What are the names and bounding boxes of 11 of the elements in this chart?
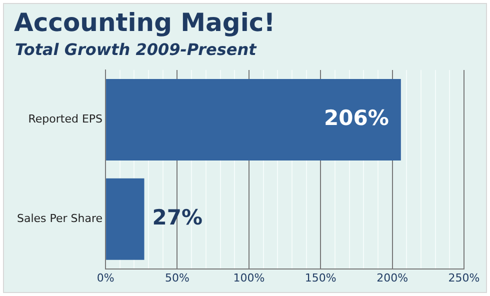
x-tick-label: 100% (233, 271, 265, 284)
y-tick-label: Reported EPS (28, 112, 103, 126)
chart-title: Accounting Magic! (14, 8, 276, 37)
y-tick-label: Sales Per Share (17, 212, 103, 225)
x-tick-label: 50% (165, 271, 190, 284)
data-label: 206% (324, 106, 389, 130)
x-tick-label: 200% (376, 271, 408, 284)
chart-subtitle: Total Growth 2009-Present (15, 40, 256, 59)
x-tick-label: 150% (304, 271, 336, 284)
x-tick-label: 250% (448, 271, 480, 284)
x-tick-label: 0% (96, 271, 114, 284)
